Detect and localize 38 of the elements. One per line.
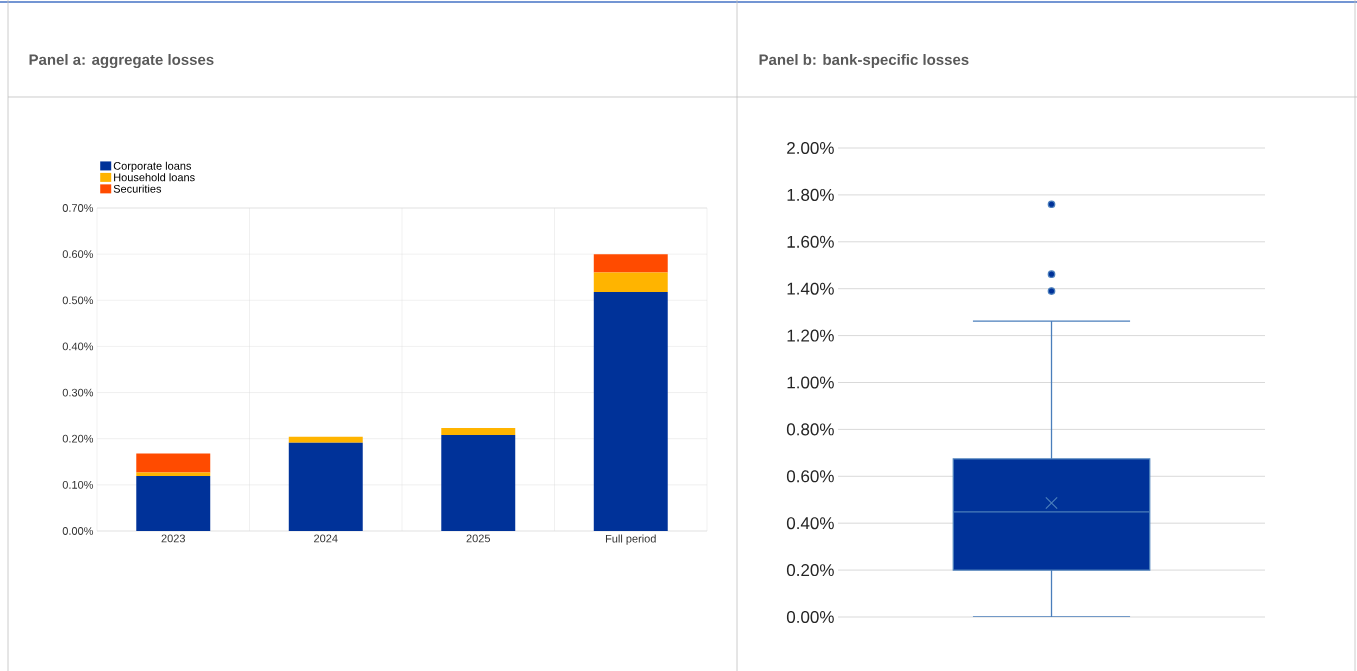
bar bbox=[288, 436, 363, 443]
y-tick-label: 0.00% bbox=[786, 610, 834, 624]
y-tick-label: 0.40% bbox=[62, 342, 94, 351]
x-tick-label: 2024 bbox=[314, 534, 338, 543]
bar bbox=[441, 428, 516, 436]
legend-label: Securities bbox=[113, 184, 162, 193]
bar bbox=[441, 435, 516, 531]
y-tick-label: 0.80% bbox=[786, 423, 834, 436]
y-tick-label: 0.70% bbox=[62, 204, 94, 212]
y-tick-label: 2.00% bbox=[787, 141, 834, 155]
y-tick-label: 0.20% bbox=[786, 564, 834, 577]
y-tick-label: 0.10% bbox=[62, 480, 94, 489]
y-tick-label: 0.60% bbox=[786, 470, 834, 483]
x-tick-label: 2025 bbox=[466, 534, 491, 543]
chart-title: Panel a: aggregate losses bbox=[29, 53, 214, 69]
y-tick-label: 0.00% bbox=[62, 527, 94, 535]
y-tick-label: 0.30% bbox=[62, 388, 94, 397]
y-tick-label: 1.80% bbox=[787, 188, 834, 201]
y-tick-label: 1.60% bbox=[787, 235, 834, 248]
chart-title: Panel b: bank-specific losses bbox=[759, 54, 969, 68]
bar bbox=[593, 291, 668, 531]
bar bbox=[288, 442, 363, 531]
bar bbox=[136, 453, 211, 473]
x-tick-label: Full period bbox=[605, 534, 656, 545]
y-tick-label: 1.00% bbox=[787, 376, 834, 389]
y-tick-label: 1.20% bbox=[787, 329, 834, 342]
y-tick-label: 1.40% bbox=[787, 282, 834, 295]
y-tick-label: 0.40% bbox=[786, 517, 834, 530]
y-tick-label: 0.50% bbox=[62, 296, 94, 305]
legend-label: Corporate loans bbox=[113, 161, 192, 172]
legend-label: Household loans bbox=[114, 173, 195, 182]
bar bbox=[136, 472, 211, 477]
y-tick-label: 0.60% bbox=[62, 250, 94, 259]
x-tick-label: 2023 bbox=[161, 534, 185, 543]
bar bbox=[593, 272, 668, 292]
bar bbox=[136, 476, 211, 531]
bar bbox=[593, 254, 668, 273]
y-tick-label: 0.20% bbox=[62, 434, 94, 443]
